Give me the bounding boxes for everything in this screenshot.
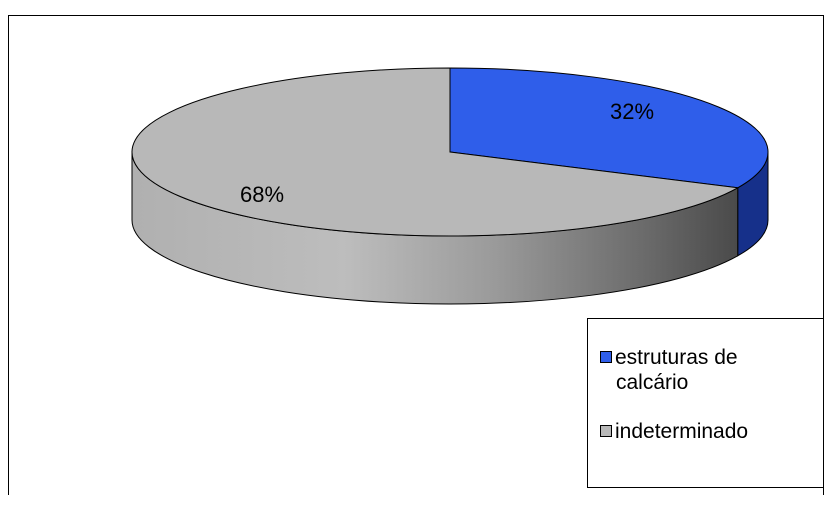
- pie-slice-indeterminado: [131, 67, 740, 237]
- data-label-estruturas: 32%: [610, 99, 654, 124]
- legend-swatch-gray: [600, 425, 612, 437]
- legend-item-indeterminado: indeterminado: [600, 419, 748, 444]
- legend-item-estruturas: estruturas de calcário: [600, 345, 738, 395]
- legend-label-indeterminado: indeterminado: [615, 420, 749, 443]
- pie-slice-estruturas: [449, 67, 769, 189]
- legend-label-estruturas-line2: calcário: [616, 371, 689, 394]
- legend-swatch-blue: [600, 351, 612, 363]
- legend-label-estruturas-line1: estruturas de: [615, 346, 738, 369]
- data-label-indeterminado: 68%: [240, 182, 284, 207]
- legend: estruturas de calcário indeterminado: [587, 318, 824, 488]
- chart-frame: [8, 15, 824, 495]
